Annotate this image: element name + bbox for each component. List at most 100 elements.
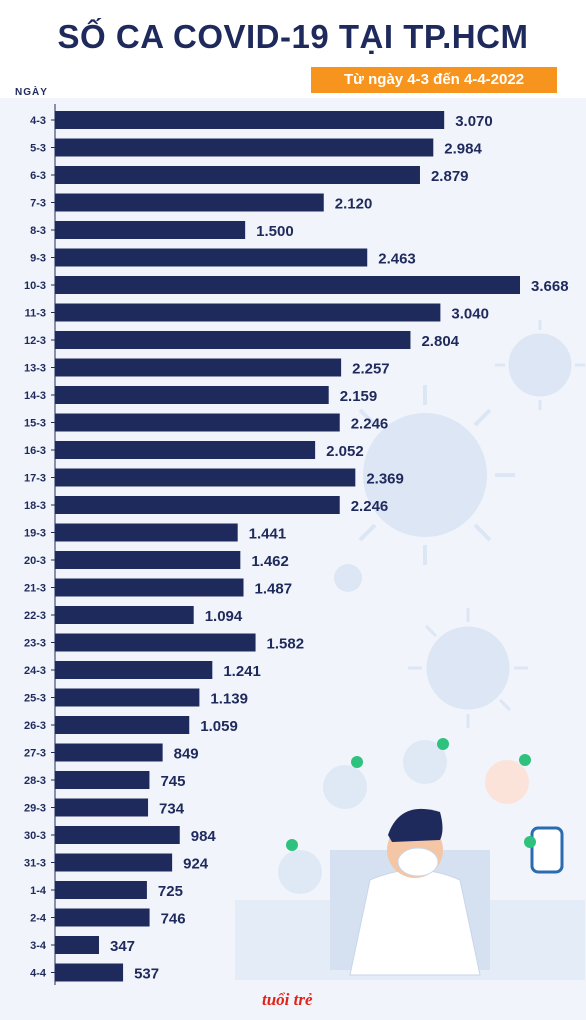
y-tick-label: 23-3 xyxy=(24,638,46,650)
bar xyxy=(55,358,342,377)
y-tick-label: 17-3 xyxy=(24,473,46,485)
data-label: 2.369 xyxy=(366,471,404,488)
y-tick-label: 29-3 xyxy=(24,803,46,815)
data-label: 347 xyxy=(110,938,135,955)
y-tick-label: 11-3 xyxy=(25,308,46,320)
data-label: 2.984 xyxy=(444,141,482,158)
data-label: 2.463 xyxy=(378,251,416,268)
y-tick-label: 26-3 xyxy=(24,720,46,732)
bar xyxy=(55,303,441,322)
y-tick-label: 12-3 xyxy=(24,335,46,347)
bar xyxy=(55,633,256,652)
doctor-illustration xyxy=(235,738,585,980)
data-label: 745 xyxy=(160,773,185,790)
bar xyxy=(55,908,150,927)
data-label: 2.120 xyxy=(335,196,373,213)
data-label: 3.668 xyxy=(531,278,569,295)
data-label: 1.462 xyxy=(251,553,289,570)
virus-icon xyxy=(495,320,585,410)
data-label: 1.500 xyxy=(256,223,294,240)
bar xyxy=(55,881,147,899)
bar xyxy=(55,771,150,789)
data-label: 2.879 xyxy=(431,168,469,185)
y-tick-label: 28-3 xyxy=(24,775,46,787)
y-tick-label: 3-4 xyxy=(30,940,47,952)
y-tick-label: 2-4 xyxy=(30,913,47,925)
data-label: 1.241 xyxy=(223,663,261,680)
data-label: 2.804 xyxy=(421,333,459,350)
data-label: 2.159 xyxy=(340,388,378,405)
virus-icon xyxy=(408,608,528,728)
y-tick-label: 19-3 xyxy=(24,528,46,540)
bar xyxy=(55,551,241,569)
bar xyxy=(55,276,520,294)
y-tick-label: 4-3 xyxy=(30,115,46,127)
bar xyxy=(55,826,180,844)
y-tick-label: 8-3 xyxy=(30,225,46,237)
y-tick-label: 10-3 xyxy=(24,280,46,292)
data-label: 725 xyxy=(158,883,183,900)
y-tick-label: 22-3 xyxy=(24,610,46,622)
bar xyxy=(55,578,244,597)
page-title: SỐ CA COVID-19 TẠI TP.HCM xyxy=(57,18,529,55)
data-label: 3.040 xyxy=(451,306,489,323)
y-tick-label: 6-3 xyxy=(30,170,46,182)
y-tick-label: 16-3 xyxy=(24,445,46,457)
data-label: 746 xyxy=(161,911,186,928)
bar xyxy=(55,743,163,762)
data-label: 734 xyxy=(159,801,185,818)
y-tick-label: 18-3 xyxy=(24,500,46,512)
bar xyxy=(55,111,445,129)
y-tick-label: 13-3 xyxy=(24,363,46,375)
y-tick-label: 9-3 xyxy=(30,253,46,265)
bar xyxy=(55,166,420,184)
bar xyxy=(55,138,434,157)
data-label: 2.257 xyxy=(352,361,390,378)
bar xyxy=(55,853,173,872)
y-axis-label: NGÀY xyxy=(15,87,48,98)
data-label: 537 xyxy=(134,966,159,983)
bar xyxy=(55,936,99,954)
y-tick-label: 27-3 xyxy=(24,748,46,760)
data-label: 2.246 xyxy=(351,416,389,433)
y-tick-label: 14-3 xyxy=(24,390,46,402)
bar xyxy=(55,496,340,514)
bar xyxy=(55,523,238,542)
bar xyxy=(55,441,316,459)
data-label: 924 xyxy=(183,856,209,873)
y-tick-label: 1-4 xyxy=(30,885,47,897)
bar xyxy=(55,193,324,212)
bar xyxy=(55,413,340,432)
data-label: 984 xyxy=(191,828,217,845)
bar xyxy=(55,221,246,239)
data-label: 1.094 xyxy=(205,608,243,625)
y-tick-label: 30-3 xyxy=(24,830,46,842)
y-tick-label: 5-3 xyxy=(30,143,46,155)
data-label: 1.059 xyxy=(200,718,238,735)
y-tick-label: 25-3 xyxy=(24,693,46,705)
bar xyxy=(55,331,411,349)
bar xyxy=(55,248,368,267)
bar xyxy=(55,606,194,624)
brand-logo: tuổi trẻ xyxy=(262,990,313,1009)
data-label: 2.052 xyxy=(326,443,364,460)
data-label: 3.070 xyxy=(455,113,493,130)
y-tick-label: 31-3 xyxy=(24,858,46,870)
y-tick-label: 21-3 xyxy=(24,583,46,595)
y-tick-label: 4-4 xyxy=(30,968,47,980)
bar xyxy=(55,386,329,404)
data-label: 2.246 xyxy=(351,498,389,515)
date-range-badge: Từ ngày 4-3 đến 4-4-2022 xyxy=(311,67,557,93)
data-label: 849 xyxy=(174,746,199,763)
data-label: 1.487 xyxy=(255,581,293,598)
bar xyxy=(55,468,356,487)
data-label: 1.441 xyxy=(249,526,287,543)
data-label: 1.582 xyxy=(267,636,305,653)
bar xyxy=(55,661,213,679)
bar xyxy=(55,798,149,817)
y-tick-label: 24-3 xyxy=(24,665,46,677)
data-label: 1.139 xyxy=(210,691,248,708)
bar xyxy=(55,688,200,707)
y-tick-label: 15-3 xyxy=(24,418,46,430)
y-tick-label: 7-3 xyxy=(30,198,46,210)
